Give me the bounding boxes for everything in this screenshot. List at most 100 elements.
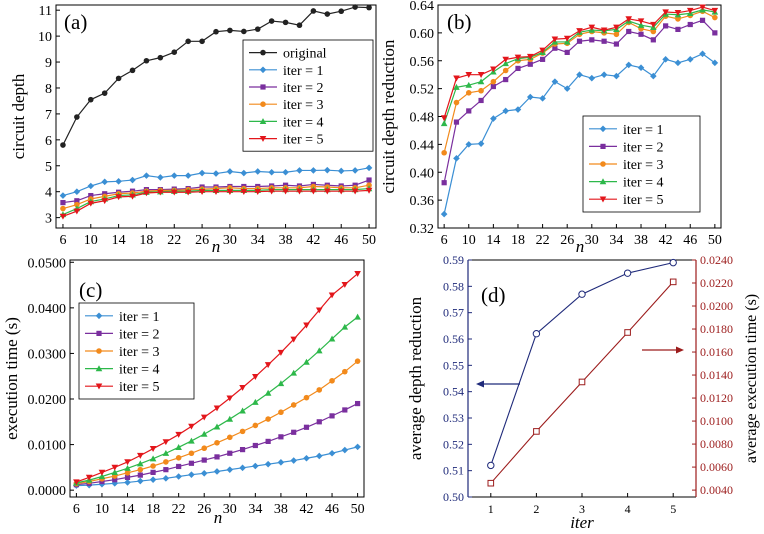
data-point (60, 205, 66, 212)
data-point (264, 389, 272, 396)
data-point (226, 415, 234, 422)
data-point (303, 322, 310, 329)
legend-label: iter = 1 (623, 123, 664, 138)
data-point (532, 330, 541, 338)
data-point (440, 115, 448, 122)
y-left-tick-label: 0.57 (443, 306, 464, 320)
x-tick-label: 22 (536, 233, 550, 248)
legend-label: iter = 2 (119, 327, 160, 342)
data-point (502, 56, 509, 63)
data-point (157, 174, 164, 181)
data-point (278, 434, 284, 440)
data-point (669, 278, 677, 286)
data-point (176, 463, 182, 470)
data-point (712, 30, 718, 36)
data-point (254, 26, 261, 32)
y-left-tick-label: 0.52 (443, 437, 464, 451)
x-tick-label: 22 (167, 233, 181, 248)
data-point (163, 467, 169, 473)
panel-d: 1 2 3 4 5 0.50 0.51 0.52 0.53 0.54 0.55 0.56 0.57 0.5… (406, 253, 760, 532)
data-point (112, 477, 118, 483)
data-point (440, 210, 448, 218)
plot-frame (69, 259, 365, 498)
panel-label: (b) (447, 10, 472, 34)
data-point (453, 99, 460, 106)
data-point (137, 477, 144, 485)
x-axis-label: iter (570, 513, 594, 532)
data-point (98, 469, 106, 476)
x-tick-label: 50 (362, 233, 376, 248)
data-point (124, 464, 131, 471)
legend-marker (259, 118, 267, 125)
data-point (440, 120, 448, 127)
x-tick-label: 30 (223, 502, 237, 517)
y-tick-label: 0.36 (410, 194, 435, 209)
y-right-tick-label: 0.0120 (700, 391, 733, 405)
data-point (337, 167, 345, 175)
data-point (351, 167, 359, 174)
data-point (85, 474, 93, 481)
data-point (613, 41, 620, 47)
data-point (650, 72, 657, 80)
data-point (290, 402, 297, 408)
data-point (329, 377, 335, 384)
data-point (239, 447, 246, 453)
data-point (514, 106, 522, 113)
x-tick-label: 38 (279, 233, 293, 248)
legend-marker (96, 348, 102, 354)
data-point (342, 407, 348, 413)
data-point (265, 416, 271, 422)
data-point (198, 169, 206, 177)
data-point (290, 369, 297, 376)
data-point (310, 188, 317, 195)
data-point (252, 422, 259, 429)
data-point (278, 409, 284, 416)
x-tick-label: 14 (121, 502, 135, 517)
data-point (303, 424, 310, 430)
legend-marker (260, 49, 266, 56)
x-tick-label: 34 (609, 233, 623, 248)
data-point (441, 149, 447, 156)
x-tick-label: 26 (197, 502, 211, 517)
data-point (687, 21, 693, 28)
data-point (162, 449, 170, 456)
data-point (101, 198, 108, 205)
legend-marker (260, 101, 266, 107)
data-point (669, 258, 677, 267)
data-point (162, 439, 170, 446)
data-point (213, 405, 221, 412)
legend-marker (599, 196, 607, 203)
data-point (674, 59, 682, 67)
data-point (124, 474, 131, 481)
y-right-tick-label: 0.0200 (700, 299, 733, 313)
data-point (170, 172, 178, 179)
data-point (324, 166, 331, 174)
plot-frame (55, 4, 377, 229)
data-point (239, 464, 246, 472)
legend-box (242, 39, 374, 152)
data-point (324, 188, 331, 195)
data-point (73, 208, 81, 215)
data-point (478, 97, 484, 104)
data-point (624, 329, 631, 336)
data-point (503, 76, 509, 83)
x-tick-label: 6 (59, 233, 66, 248)
legend-marker (259, 135, 267, 142)
data-point (188, 460, 195, 466)
y-tick-label: 0.52 (410, 83, 435, 98)
data-point (539, 47, 546, 54)
panel-label: (d) (481, 283, 506, 307)
y-left-tick-label: 0.50 (443, 490, 464, 504)
x-tick-label: 10 (462, 233, 476, 248)
data-point (137, 452, 144, 459)
data-point (184, 172, 192, 179)
x-tick-label: 46 (683, 233, 697, 248)
data-point (341, 446, 349, 454)
data-point (352, 4, 358, 10)
y-tick-label: 0.56 (410, 55, 435, 70)
x-axis-label: n (576, 237, 585, 256)
data-point (453, 119, 460, 125)
data-point (578, 378, 586, 386)
data-point (188, 437, 195, 444)
